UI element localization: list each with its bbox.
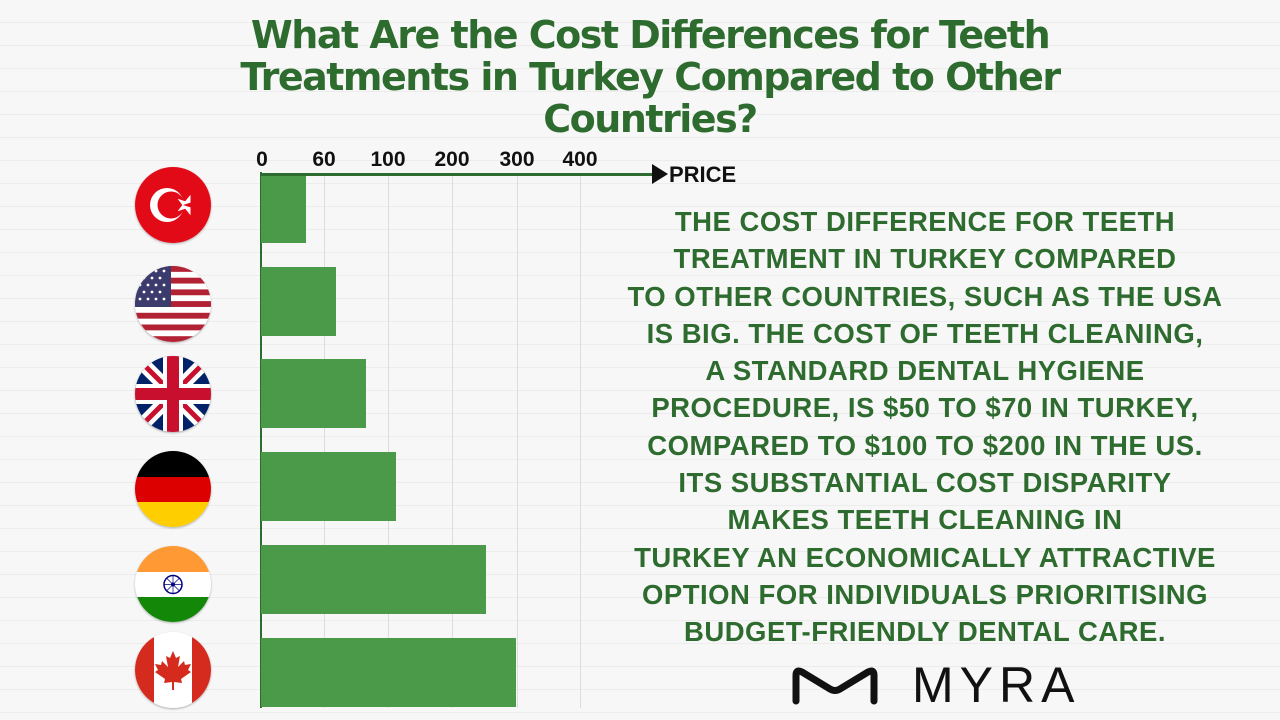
bar-india bbox=[261, 545, 486, 614]
x-tick-label: 0 bbox=[256, 148, 268, 171]
x-tick-label: 200 bbox=[434, 148, 470, 171]
grid-line bbox=[452, 176, 453, 708]
x-tick-label: 60 bbox=[312, 148, 336, 171]
description-line: TREATMENT IN TURKEY COMPARED bbox=[673, 243, 1177, 275]
description-line: OPTION FOR INDIVIDUALS PRIORITISING bbox=[642, 578, 1208, 610]
x-tick-label: 100 bbox=[370, 148, 406, 171]
description-line: BUDGET-FRIENDLY DENTAL CARE. bbox=[683, 616, 1167, 648]
bar-canada bbox=[261, 638, 516, 707]
description-line: IS BIG. THE COST OF TEETH CLEANING, bbox=[646, 317, 1204, 349]
india-flag-icon bbox=[135, 546, 211, 622]
description-line: ITS SUBSTANTIAL COST DISPARITY bbox=[678, 467, 1172, 499]
logo-text: MYRA bbox=[912, 657, 1081, 713]
x-axis-line bbox=[261, 173, 657, 176]
description-text: THE COST DIFFERENCE FOR TEETH TREATMENT I… bbox=[590, 203, 1260, 651]
uk-flag-icon bbox=[135, 356, 211, 432]
bar-usa bbox=[261, 267, 336, 336]
description-line: TO OTHER COUNTRIES, SUCH AS THE USA bbox=[627, 280, 1223, 312]
grid-line bbox=[580, 176, 581, 708]
description-line: A STANDARD DENTAL HYGIENE bbox=[705, 355, 1145, 387]
description-line: THE COST DIFFERENCE FOR TEETH bbox=[674, 206, 1176, 237]
usa-flag-icon bbox=[135, 266, 211, 342]
x-axis-arrow-icon bbox=[652, 164, 668, 184]
description-line: PROCEDURE, IS $50 TO $70 IN TURKEY, bbox=[651, 392, 1199, 424]
canada-flag-icon bbox=[135, 632, 211, 708]
grid-line bbox=[517, 176, 518, 708]
turkey-flag-icon bbox=[135, 167, 211, 243]
bar-turkey bbox=[261, 176, 306, 243]
x-tick-label: 300 bbox=[499, 148, 535, 171]
myra-logo: MYRA bbox=[790, 655, 1090, 715]
description-line: COMPARED TO $100 TO $200 IN THE US. bbox=[647, 429, 1203, 461]
bar-united-kingdom bbox=[261, 359, 366, 428]
price-bar-chart: 0 60 100 200 300 400 PRICE bbox=[135, 148, 737, 708]
bar-germany bbox=[261, 452, 396, 521]
description-line: MAKES TEETH CLEANING IN bbox=[727, 504, 1123, 536]
germany-flag-icon bbox=[135, 451, 211, 527]
x-axis-label: PRICE bbox=[669, 162, 737, 187]
page-title: What Are the Cost Differences for Teeth … bbox=[240, 13, 1061, 141]
grid-line bbox=[388, 176, 389, 708]
x-tick-label: 400 bbox=[562, 148, 598, 171]
myra-m-logo-icon bbox=[792, 667, 878, 705]
grid-line bbox=[324, 176, 325, 708]
y-axis-line bbox=[260, 172, 262, 708]
description-line: TURKEY AN ECONOMICALLY ATTRACTIVE bbox=[634, 541, 1216, 573]
